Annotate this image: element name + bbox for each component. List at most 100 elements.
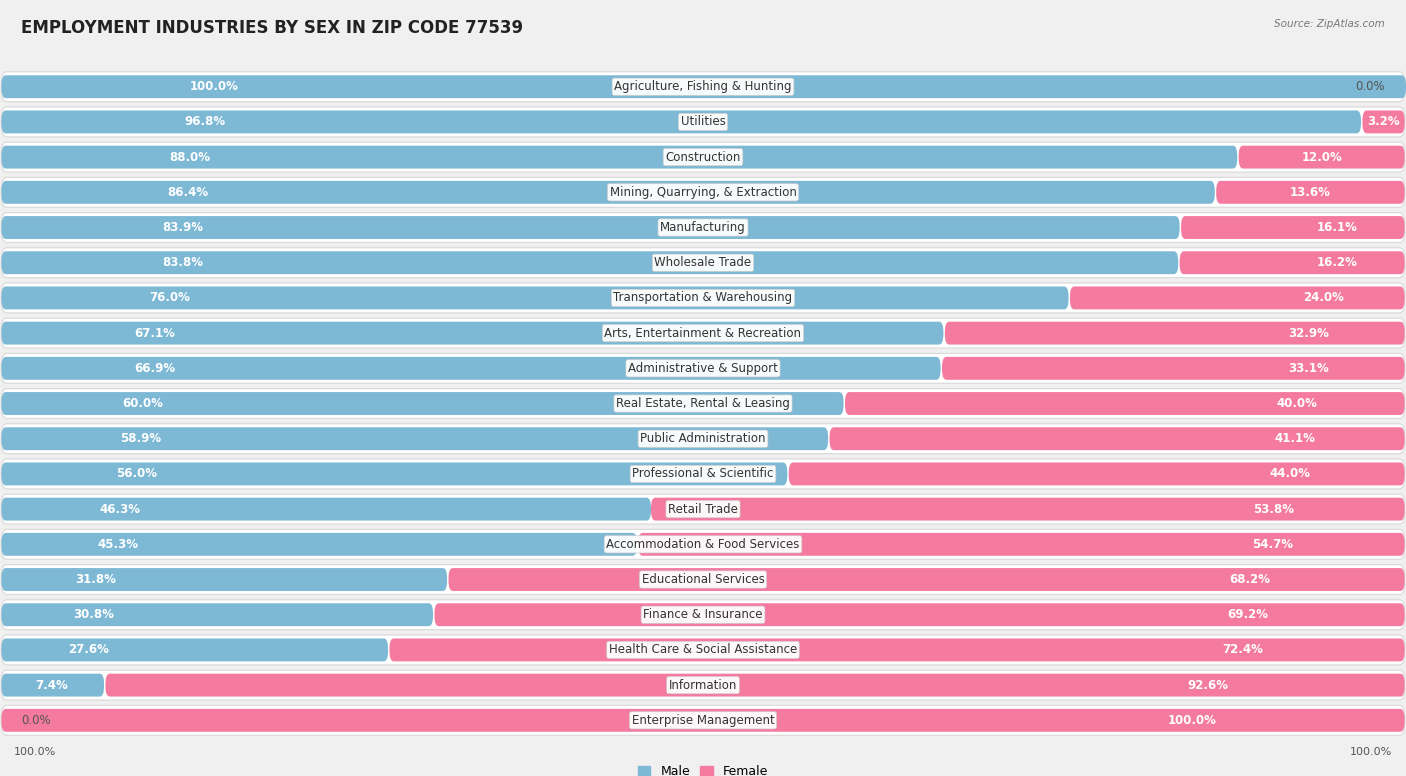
FancyBboxPatch shape	[1, 392, 844, 415]
Text: Transportation & Warehousing: Transportation & Warehousing	[613, 292, 793, 304]
FancyBboxPatch shape	[1, 75, 1406, 98]
FancyBboxPatch shape	[1, 709, 1405, 732]
Text: 66.9%: 66.9%	[134, 362, 176, 375]
Text: Manufacturing: Manufacturing	[661, 221, 745, 234]
FancyBboxPatch shape	[651, 497, 1405, 521]
Text: Retail Trade: Retail Trade	[668, 503, 738, 515]
FancyBboxPatch shape	[1, 600, 1405, 629]
FancyBboxPatch shape	[1, 639, 388, 661]
FancyBboxPatch shape	[638, 533, 1405, 556]
Text: Wholesale Trade: Wholesale Trade	[654, 256, 752, 269]
FancyBboxPatch shape	[1, 497, 651, 521]
Text: 40.0%: 40.0%	[1277, 397, 1317, 410]
FancyBboxPatch shape	[1216, 181, 1405, 204]
FancyBboxPatch shape	[1, 318, 1405, 348]
Text: EMPLOYMENT INDUSTRIES BY SEX IN ZIP CODE 77539: EMPLOYMENT INDUSTRIES BY SEX IN ZIP CODE…	[21, 19, 523, 37]
Text: 58.9%: 58.9%	[121, 432, 162, 445]
FancyBboxPatch shape	[1, 568, 447, 591]
Text: 30.8%: 30.8%	[73, 608, 114, 622]
Text: 100.0%: 100.0%	[14, 747, 56, 757]
Text: 92.6%: 92.6%	[1188, 679, 1229, 691]
Text: 54.7%: 54.7%	[1251, 538, 1292, 551]
FancyBboxPatch shape	[942, 357, 1405, 379]
Text: 100.0%: 100.0%	[190, 80, 239, 93]
Text: Source: ZipAtlas.com: Source: ZipAtlas.com	[1274, 19, 1385, 29]
FancyBboxPatch shape	[1, 216, 1180, 239]
Text: Administrative & Support: Administrative & Support	[628, 362, 778, 375]
Text: Mining, Quarrying, & Extraction: Mining, Quarrying, & Extraction	[610, 185, 796, 199]
Text: 76.0%: 76.0%	[149, 292, 190, 304]
FancyBboxPatch shape	[1, 674, 104, 697]
FancyBboxPatch shape	[1, 533, 637, 556]
FancyBboxPatch shape	[1239, 146, 1405, 168]
Text: Construction: Construction	[665, 151, 741, 164]
FancyBboxPatch shape	[1070, 286, 1405, 310]
Text: 53.8%: 53.8%	[1253, 503, 1294, 515]
Text: 83.8%: 83.8%	[163, 256, 204, 269]
FancyBboxPatch shape	[1, 283, 1405, 313]
Text: 16.1%: 16.1%	[1317, 221, 1358, 234]
Text: 46.3%: 46.3%	[100, 503, 141, 515]
FancyBboxPatch shape	[1, 603, 433, 626]
Text: Information: Information	[669, 679, 737, 691]
FancyBboxPatch shape	[1181, 216, 1405, 239]
Text: 31.8%: 31.8%	[75, 573, 115, 586]
FancyBboxPatch shape	[1, 428, 828, 450]
Text: Arts, Entertainment & Recreation: Arts, Entertainment & Recreation	[605, 327, 801, 340]
FancyBboxPatch shape	[1, 146, 1237, 168]
Text: Agriculture, Fishing & Hunting: Agriculture, Fishing & Hunting	[614, 80, 792, 93]
Text: Educational Services: Educational Services	[641, 573, 765, 586]
Text: Finance & Insurance: Finance & Insurance	[644, 608, 762, 622]
Text: 13.6%: 13.6%	[1289, 185, 1331, 199]
Text: 45.3%: 45.3%	[97, 538, 139, 551]
FancyBboxPatch shape	[389, 639, 1405, 661]
FancyBboxPatch shape	[105, 674, 1405, 697]
Text: 44.0%: 44.0%	[1270, 467, 1310, 480]
Text: Health Care & Social Assistance: Health Care & Social Assistance	[609, 643, 797, 656]
FancyBboxPatch shape	[1, 71, 1405, 102]
Text: Public Administration: Public Administration	[640, 432, 766, 445]
Text: 72.4%: 72.4%	[1222, 643, 1263, 656]
Text: 12.0%: 12.0%	[1302, 151, 1341, 164]
FancyBboxPatch shape	[789, 462, 1405, 485]
FancyBboxPatch shape	[830, 428, 1405, 450]
Text: 60.0%: 60.0%	[122, 397, 163, 410]
Text: 86.4%: 86.4%	[167, 185, 208, 199]
Text: 68.2%: 68.2%	[1229, 573, 1270, 586]
Text: 33.1%: 33.1%	[1288, 362, 1329, 375]
FancyBboxPatch shape	[1, 565, 1405, 594]
FancyBboxPatch shape	[1, 107, 1405, 137]
Legend: Male, Female: Male, Female	[633, 760, 773, 776]
Text: 0.0%: 0.0%	[1355, 80, 1385, 93]
Text: 67.1%: 67.1%	[135, 327, 176, 340]
FancyBboxPatch shape	[1, 705, 1405, 736]
Text: 56.0%: 56.0%	[115, 467, 156, 480]
Text: 41.1%: 41.1%	[1275, 432, 1316, 445]
Text: 32.9%: 32.9%	[1288, 327, 1330, 340]
FancyBboxPatch shape	[1180, 251, 1405, 274]
Text: Real Estate, Rental & Leasing: Real Estate, Rental & Leasing	[616, 397, 790, 410]
FancyBboxPatch shape	[1, 110, 1361, 133]
FancyBboxPatch shape	[1, 248, 1405, 278]
FancyBboxPatch shape	[1, 424, 1405, 454]
FancyBboxPatch shape	[1, 286, 1069, 310]
FancyBboxPatch shape	[1, 670, 1405, 700]
FancyBboxPatch shape	[945, 322, 1405, 345]
FancyBboxPatch shape	[1, 142, 1405, 172]
FancyBboxPatch shape	[1, 459, 1405, 489]
FancyBboxPatch shape	[1, 635, 1405, 665]
Text: Enterprise Management: Enterprise Management	[631, 714, 775, 727]
FancyBboxPatch shape	[1, 178, 1405, 207]
Text: 100.0%: 100.0%	[1350, 747, 1392, 757]
FancyBboxPatch shape	[1, 322, 943, 345]
Text: 88.0%: 88.0%	[170, 151, 211, 164]
FancyBboxPatch shape	[449, 568, 1405, 591]
FancyBboxPatch shape	[1, 213, 1405, 242]
Text: Professional & Scientific: Professional & Scientific	[633, 467, 773, 480]
Text: 3.2%: 3.2%	[1367, 116, 1400, 128]
Text: 0.0%: 0.0%	[21, 714, 51, 727]
FancyBboxPatch shape	[1, 181, 1215, 204]
FancyBboxPatch shape	[1, 357, 941, 379]
Text: 7.4%: 7.4%	[35, 679, 69, 691]
Text: 27.6%: 27.6%	[67, 643, 108, 656]
